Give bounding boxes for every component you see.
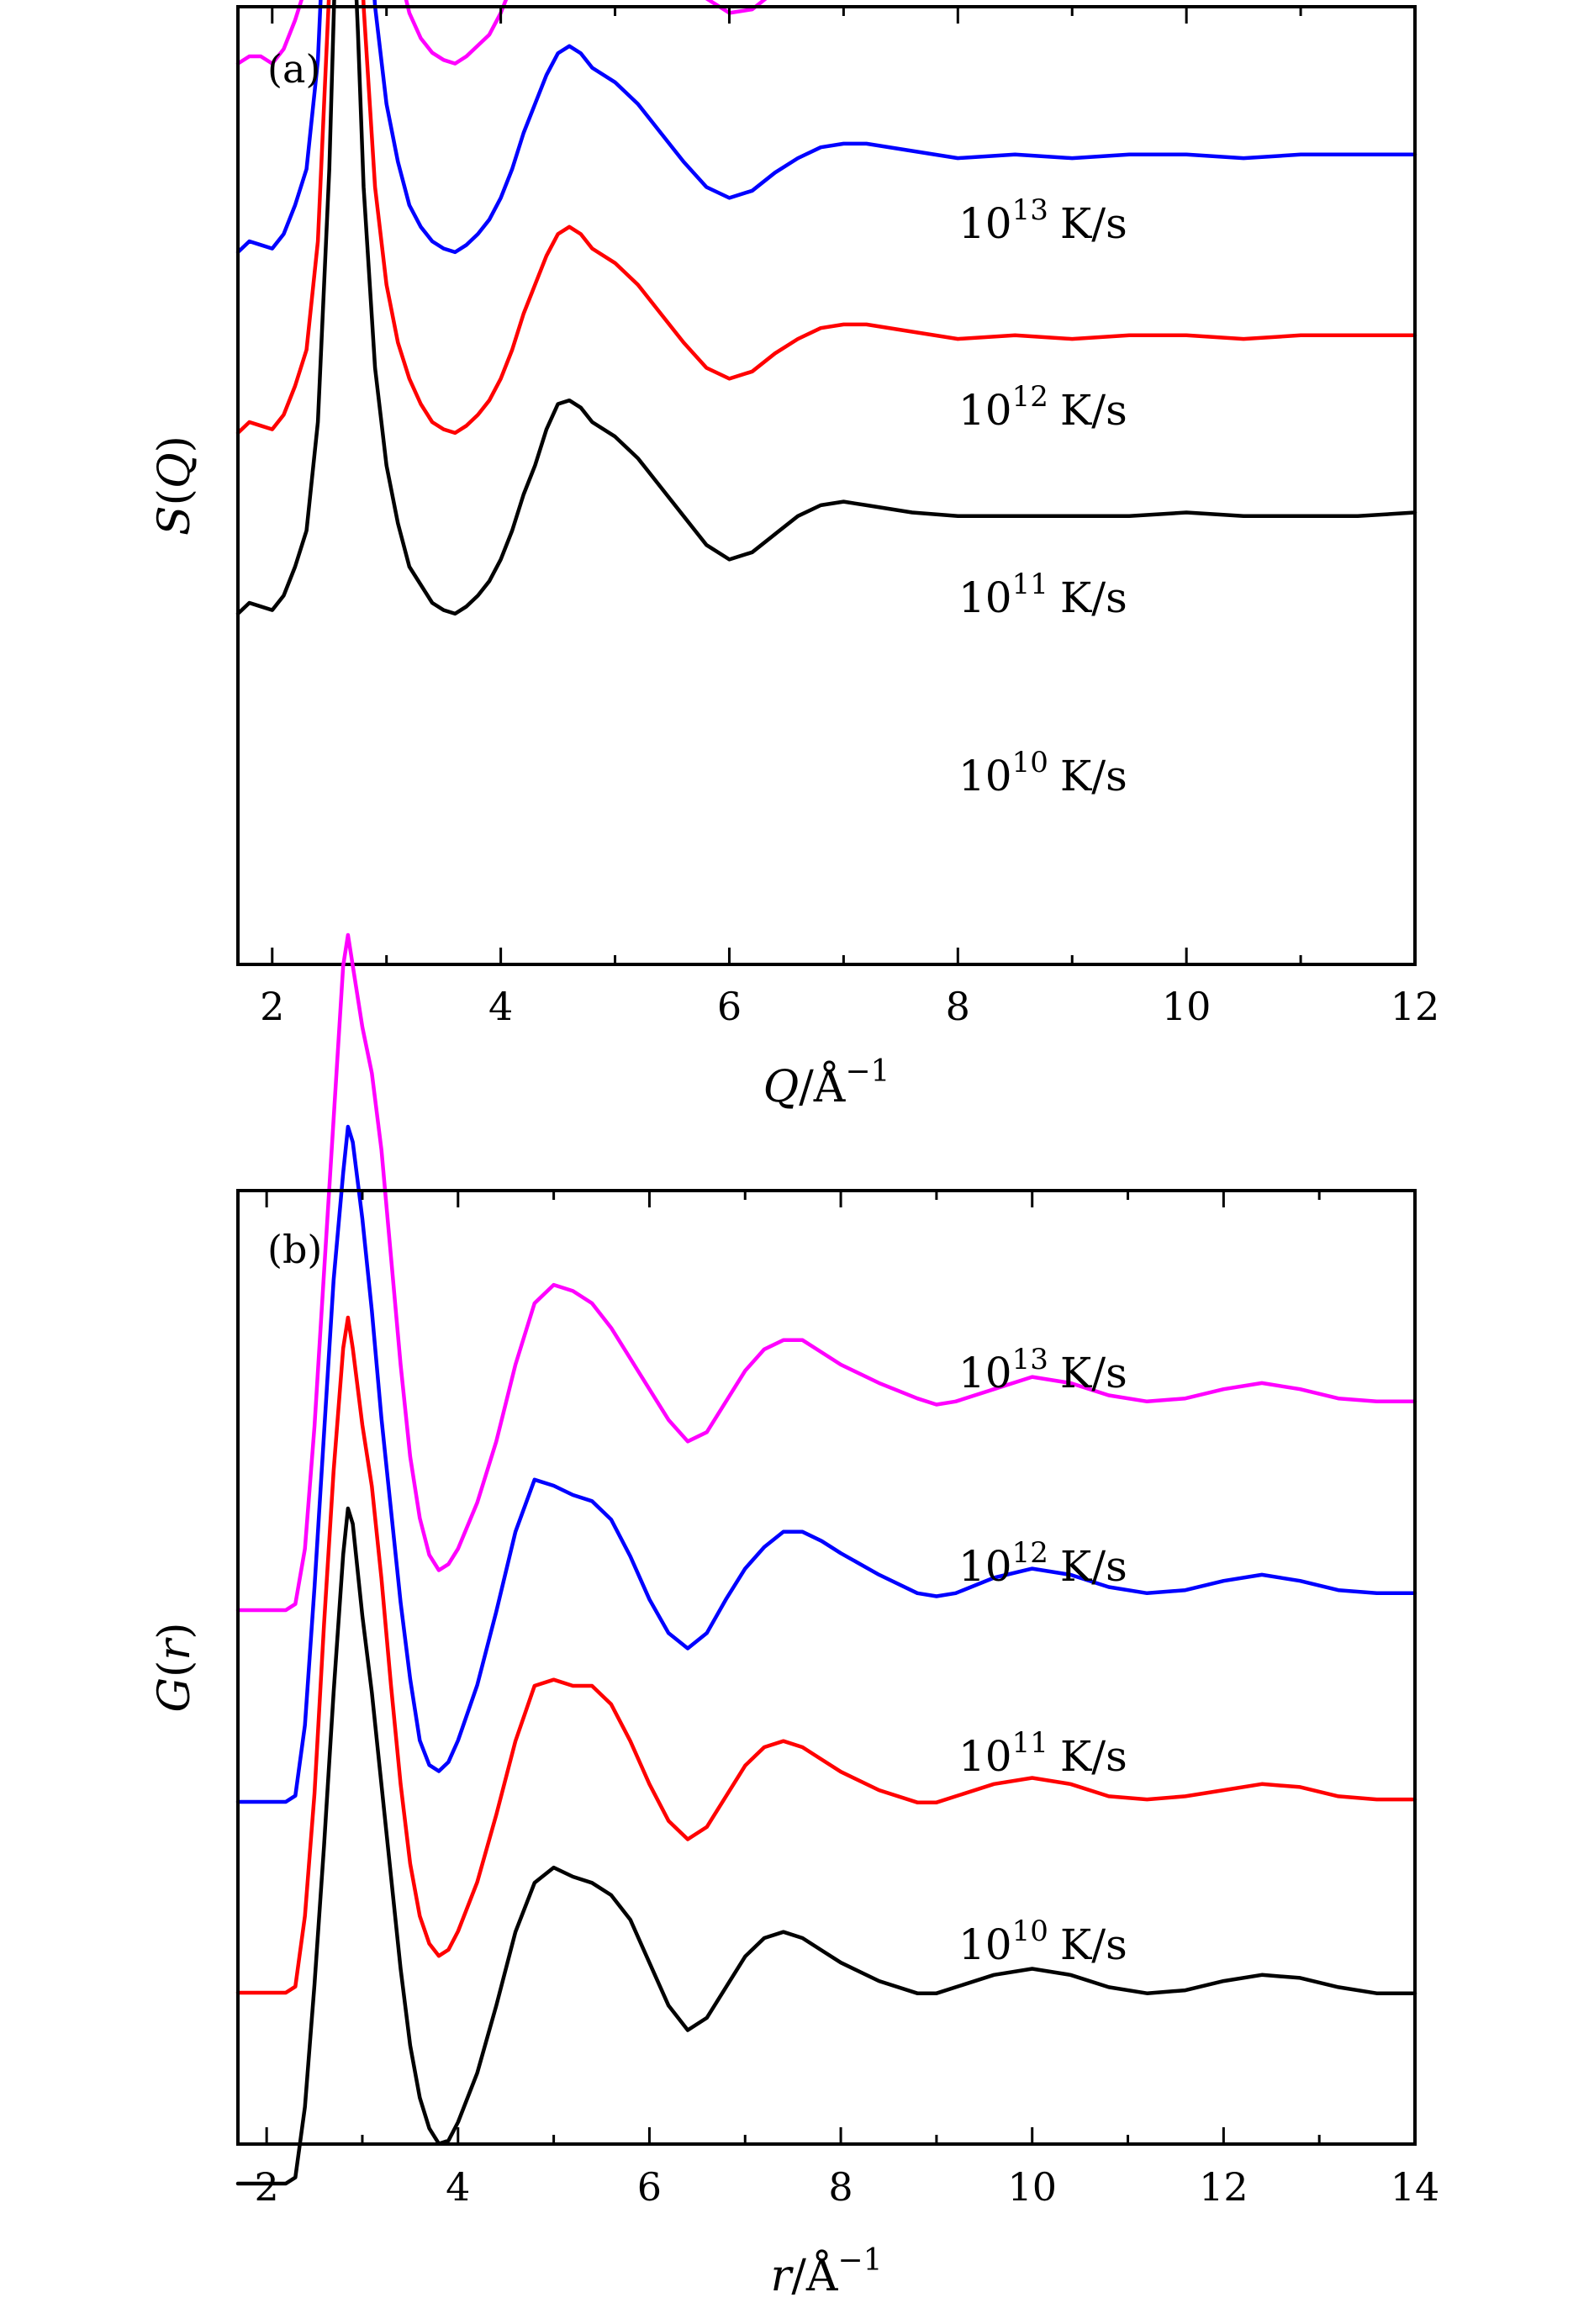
y-axis-title: G(r) xyxy=(150,1623,200,1713)
series-line-11 xyxy=(235,1315,1417,1995)
x-axis-title: Q/Å−1 xyxy=(763,1054,890,1112)
x-tick-label: 8 xyxy=(946,984,970,1029)
x-tick-label: 14 xyxy=(1391,2164,1440,2210)
series-label-12: 1012 K/s xyxy=(958,1536,1127,1591)
x-axis-title: r/Å−1 xyxy=(770,2243,882,2301)
x-tick-label: 6 xyxy=(637,2164,662,2210)
x-tick-label: 10 xyxy=(1162,984,1212,1029)
x-tick-label: 4 xyxy=(488,984,513,1029)
x-tick-label: 12 xyxy=(1199,2164,1248,2210)
x-tick-label: 2 xyxy=(255,2164,279,2210)
panel-label: (b) xyxy=(267,1227,322,1272)
panel-b: 1013 K/s 1012 K/s 1011 K/s 1010 K/s 2 4 6 8 10 12 14 (b… xyxy=(150,932,1440,2301)
series-label-10: 1010 K/s xyxy=(958,746,1127,800)
series-label-13: 1013 K/s xyxy=(958,1343,1127,1397)
y-axis-title: S(Q) xyxy=(150,436,200,536)
series-line-13 xyxy=(235,932,1417,1613)
x-tick-label: 6 xyxy=(717,984,742,1029)
series-label-12: 1012 K/s xyxy=(958,380,1127,435)
series-line-10 xyxy=(235,1506,1417,2186)
plot-frame xyxy=(236,1189,1417,2146)
x-tick-label: 12 xyxy=(1391,984,1440,1029)
series-label-11: 1011 K/s xyxy=(958,1726,1127,1781)
series-label-10: 1010 K/s xyxy=(958,1915,1127,1969)
series-line-12 xyxy=(235,1124,1417,1804)
series-line-12 xyxy=(235,0,1417,255)
x-tick-label: 2 xyxy=(260,984,284,1029)
series-line-13 xyxy=(235,0,768,66)
x-tick-label: 8 xyxy=(828,2164,853,2210)
panel-a: 1013 K/s 1012 K/s 1011 K/s 1010 K/s 2 4 6 8 10 12 (a) Q… xyxy=(150,0,1439,1112)
plot-frame xyxy=(236,5,1417,966)
series-line-10 xyxy=(235,0,1417,616)
x-tick-label: 4 xyxy=(446,2164,470,2210)
series-line-11 xyxy=(235,0,1417,436)
series-label-11: 1011 K/s xyxy=(958,568,1127,622)
x-tick-label: 10 xyxy=(1007,2164,1057,2210)
panel-label: (a) xyxy=(267,46,320,92)
series-label-13: 1013 K/s xyxy=(958,193,1127,248)
